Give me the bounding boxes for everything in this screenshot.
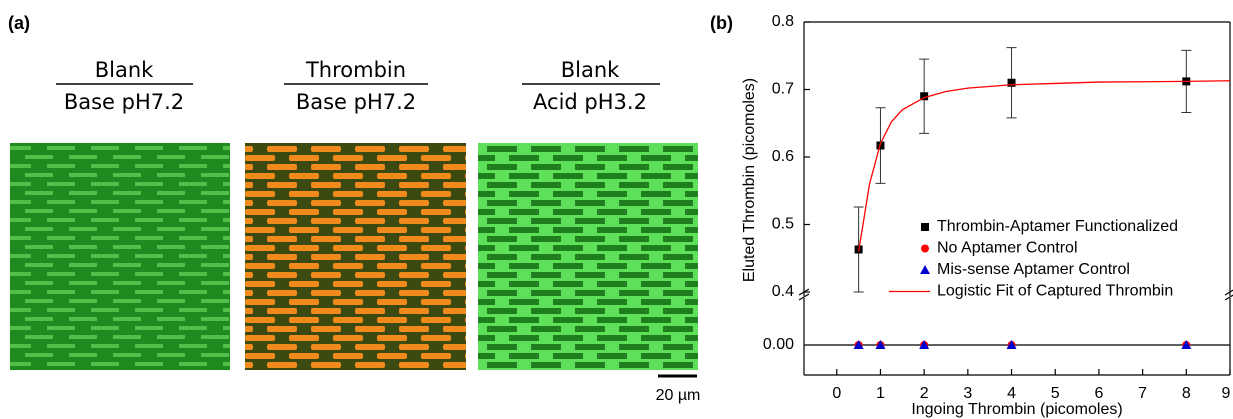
marker xyxy=(920,92,929,101)
y-tick-label: 0.6 xyxy=(772,148,794,165)
x-tick-label: 3 xyxy=(963,385,972,402)
axis-break xyxy=(798,293,810,301)
scale-bar-label: 20 µm xyxy=(656,387,701,404)
x-tick-label: 6 xyxy=(1094,385,1103,402)
panel-label: (b) xyxy=(710,13,733,33)
x-tick-label: 2 xyxy=(920,385,929,402)
x-tick-label: 7 xyxy=(1138,385,1147,402)
marker xyxy=(875,340,886,349)
y-tick-label: 0.5 xyxy=(772,216,794,233)
panel-a: Blank Base pH7.2 Thrombin Base pH7.2 Bla… xyxy=(10,58,700,404)
marker xyxy=(921,244,929,253)
caption-bottom: Acid pH3.2 xyxy=(533,90,647,114)
y-tick-label: 0.4 xyxy=(772,283,794,300)
x-tick-label: 1 xyxy=(876,385,885,402)
legend-label: Thrombin-Aptamer Functionalized xyxy=(937,218,1178,235)
marker xyxy=(1006,340,1017,349)
axis-break xyxy=(1224,294,1233,301)
legend-label: No Aptamer Control xyxy=(937,240,1078,257)
fit-line xyxy=(857,80,1231,252)
axis-break xyxy=(1224,289,1233,296)
caption-bottom: Base pH7.2 xyxy=(296,90,416,114)
y-axis-label: Eluted Thrombin (picomoles) xyxy=(741,78,758,282)
y-tick-label: 0.7 xyxy=(772,81,794,98)
marker xyxy=(920,265,930,274)
micrograph xyxy=(478,143,698,370)
marker xyxy=(1007,78,1016,87)
y-tick-label: 0.00 xyxy=(763,336,794,353)
micrograph xyxy=(245,143,466,370)
marker xyxy=(853,340,864,349)
legend-label: Logistic Fit of Captured Thrombin xyxy=(937,283,1173,300)
caption-bottom: Base pH7.2 xyxy=(64,90,184,114)
x-axis-label: Ingoing Thrombin (picomoles) xyxy=(911,401,1122,418)
panel-label: (a) xyxy=(8,13,30,33)
marker xyxy=(1181,340,1192,349)
x-tick-label: 0 xyxy=(832,385,841,402)
caption-top: Blank xyxy=(561,58,620,82)
caption-top: Thrombin xyxy=(305,58,406,82)
legend-label: Mis-sense Aptamer Control xyxy=(937,261,1130,278)
x-tick-label: 9 xyxy=(1222,385,1231,402)
marker xyxy=(919,340,930,349)
x-tick-label: 5 xyxy=(1051,385,1060,402)
x-tick-label: 8 xyxy=(1182,385,1191,402)
marker xyxy=(921,223,929,231)
caption-top: Blank xyxy=(95,58,154,82)
x-tick-label: 4 xyxy=(1007,385,1016,402)
y-tick-label: 0.8 xyxy=(772,13,794,30)
micrograph xyxy=(10,143,230,370)
